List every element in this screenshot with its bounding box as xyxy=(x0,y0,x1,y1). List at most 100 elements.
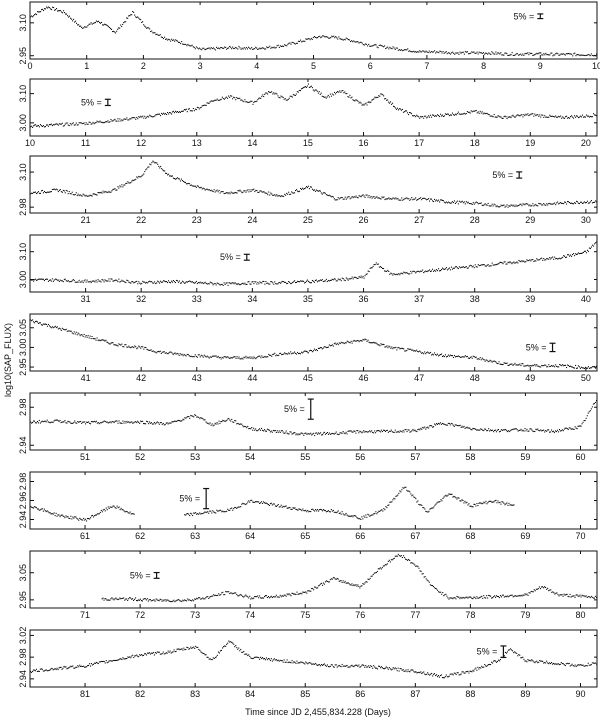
data-point xyxy=(94,22,95,23)
data-point xyxy=(64,190,65,191)
data-point xyxy=(391,273,392,274)
data-point xyxy=(375,432,376,433)
data-point xyxy=(378,47,379,48)
data-point xyxy=(555,364,556,365)
data-point xyxy=(303,592,304,593)
data-point xyxy=(362,518,363,519)
data-point xyxy=(214,283,215,284)
x-tick-label: 42 xyxy=(136,373,146,383)
x-tick-label: 35 xyxy=(303,294,313,304)
data-point xyxy=(370,268,371,269)
data-point xyxy=(313,433,314,434)
data-point xyxy=(317,281,318,282)
data-point xyxy=(463,113,464,114)
data-point xyxy=(492,597,493,598)
data-point xyxy=(435,115,436,116)
data-point xyxy=(282,281,283,282)
data-point xyxy=(211,47,212,48)
data-point xyxy=(448,355,449,356)
data-point xyxy=(486,359,487,360)
data-point xyxy=(344,199,345,200)
data-point xyxy=(276,93,277,94)
data-point xyxy=(502,364,503,365)
data-point xyxy=(433,51,434,52)
data-point xyxy=(272,661,273,662)
data-point xyxy=(121,26,122,27)
data-point xyxy=(127,600,128,601)
data-point xyxy=(225,193,226,194)
data-point xyxy=(191,600,192,601)
data-point xyxy=(447,269,448,270)
data-point xyxy=(51,668,52,669)
data-point xyxy=(384,565,385,566)
data-point xyxy=(160,351,161,352)
data-point xyxy=(279,597,280,598)
data-point xyxy=(417,351,418,352)
data-point xyxy=(484,264,485,265)
data-point xyxy=(298,41,299,42)
data-point xyxy=(273,354,274,355)
data-point xyxy=(524,53,525,54)
data-point xyxy=(172,175,173,176)
data-point xyxy=(236,508,237,509)
data-point xyxy=(283,281,284,282)
data-point xyxy=(460,357,461,358)
data-point xyxy=(157,421,158,422)
data-point xyxy=(316,37,317,38)
x-tick-label: 81 xyxy=(80,689,90,699)
data-point xyxy=(469,428,470,429)
data-point xyxy=(117,660,118,661)
data-point xyxy=(307,510,308,511)
data-point xyxy=(391,199,392,200)
data-point xyxy=(59,281,60,282)
data-point xyxy=(62,12,63,13)
data-point xyxy=(148,166,149,167)
data-point xyxy=(256,101,257,102)
data-point xyxy=(512,429,513,430)
data-point xyxy=(543,203,544,204)
data-point xyxy=(470,265,471,266)
data-point xyxy=(64,667,65,668)
data-point xyxy=(546,203,547,204)
data-point xyxy=(87,518,88,519)
data-point xyxy=(425,116,426,117)
data-point xyxy=(475,429,476,430)
data-point xyxy=(479,52,480,53)
data-point xyxy=(446,425,447,426)
data-point xyxy=(453,114,454,115)
panel-frame xyxy=(30,551,597,608)
data-point xyxy=(592,245,593,246)
data-point xyxy=(215,595,216,596)
panel-frame xyxy=(30,79,597,136)
data-point xyxy=(235,192,236,193)
data-point xyxy=(502,595,503,596)
x-axis-title: Time since JD 2,455,834.228 (Days) xyxy=(245,707,391,717)
data-point xyxy=(116,660,117,661)
data-point xyxy=(128,598,129,599)
data-point xyxy=(214,189,215,190)
data-point xyxy=(227,509,228,510)
data-point xyxy=(152,116,153,117)
data-point xyxy=(531,113,532,114)
data-point xyxy=(103,280,104,281)
data-point xyxy=(566,594,567,595)
data-point xyxy=(303,281,304,282)
data-point xyxy=(260,357,261,358)
data-point xyxy=(111,29,112,30)
data-point xyxy=(161,282,162,283)
panel-frame xyxy=(30,472,597,529)
data-point xyxy=(321,347,322,348)
data-point xyxy=(48,126,49,127)
data-point xyxy=(34,322,35,323)
data-point xyxy=(488,203,489,204)
data-point xyxy=(331,196,332,197)
data-point xyxy=(235,420,236,421)
data-point xyxy=(193,513,194,514)
data-point xyxy=(197,47,198,48)
data-point xyxy=(340,92,341,93)
data-point xyxy=(242,425,243,426)
data-point xyxy=(427,117,428,118)
data-point xyxy=(86,26,87,27)
data-point xyxy=(399,432,400,433)
